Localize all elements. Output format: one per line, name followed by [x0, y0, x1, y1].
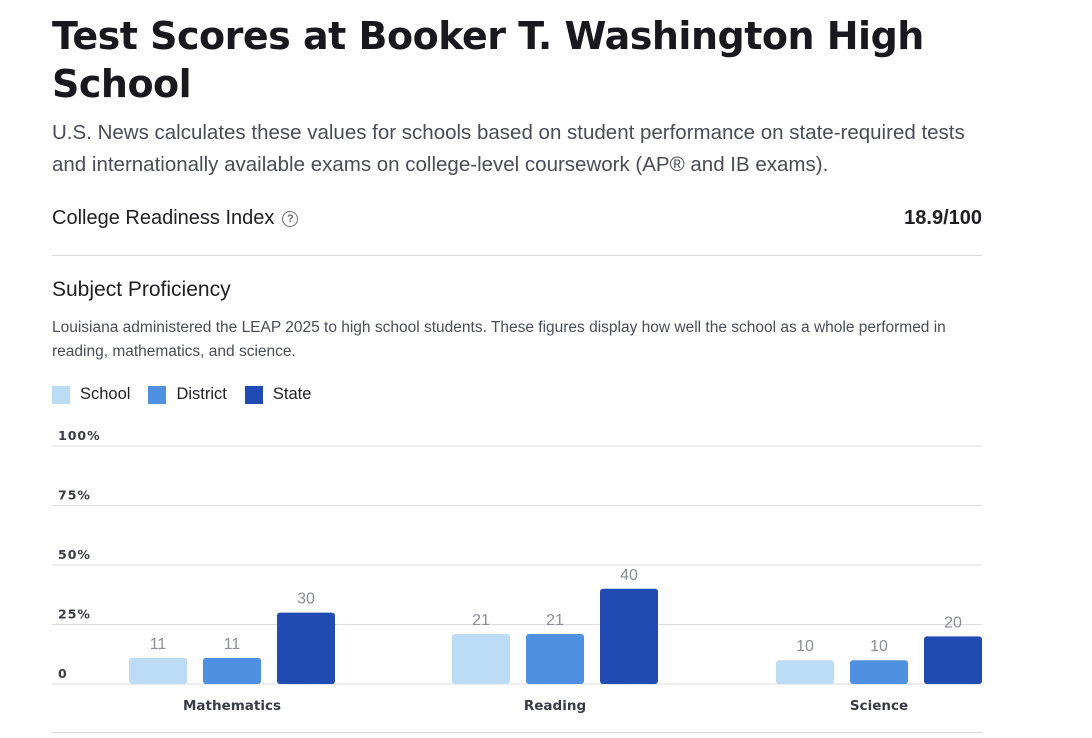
college-readiness-row: College Readiness Index? 18.9/100 [52, 205, 982, 256]
bar-school-science [776, 660, 834, 684]
bar-value-label: 10 [870, 638, 888, 655]
subject-proficiency-chart: 0 25% 50% 75% 100% 11 11 30 Mathematics 21 21 40 Rea… [52, 428, 982, 714]
y-tick-label: 75% [58, 488, 91, 503]
y-tick-label: 25% [58, 607, 91, 622]
legend-item-district: District [148, 385, 227, 404]
y-tick-label: 100% [58, 428, 101, 443]
bar-value-label: 21 [472, 612, 490, 629]
legend-label-district: District [176, 385, 227, 403]
bar-value-label: 40 [620, 567, 638, 584]
legend-item-school: School [52, 385, 130, 404]
legend-swatch-school [52, 385, 70, 404]
legend-item-state: State [244, 385, 312, 404]
page-title: Test Scores at Booker T. Washington High… [52, 14, 924, 106]
bar-state-science [924, 636, 982, 684]
question-circle-icon[interactable]: ? [282, 211, 299, 227]
bar-value-label: 10 [796, 638, 814, 655]
bar-district-science [850, 660, 908, 684]
x-category-label: Reading [524, 698, 586, 714]
college-readiness-label: College Readiness Index? [52, 207, 299, 230]
chart-legend: School District State [52, 385, 311, 404]
section-divider [52, 732, 982, 733]
bar-district-reading [526, 634, 584, 684]
bar-value-label: 30 [297, 591, 315, 608]
bar-district-mathematics [203, 657, 261, 684]
x-category-label: Science [850, 698, 908, 714]
bar-state-reading [600, 588, 658, 684]
intro-text: U.S. News calculates these values for sc… [52, 121, 965, 176]
college-readiness-label-text: College Readiness Index [52, 207, 275, 229]
legend-swatch-district [148, 385, 167, 404]
bar-value-label: 20 [944, 614, 962, 631]
subject-proficiency-title: Subject Proficiency [52, 278, 231, 301]
subject-proficiency-description: Louisiana administered the LEAP 2025 to … [52, 319, 946, 360]
y-tick-label: 50% [58, 547, 91, 562]
college-readiness-value: 18.9/100 [904, 207, 982, 229]
bar-school-mathematics [129, 657, 187, 684]
legend-label-school: School [80, 385, 131, 403]
bar-value-label: 21 [546, 612, 564, 629]
legend-swatch-state [244, 385, 263, 404]
x-category-label: Mathematics [183, 698, 281, 714]
legend-label-state: State [272, 385, 312, 403]
bar-school-reading [452, 634, 510, 684]
y-tick-label: 0 [58, 666, 68, 681]
bar-value-label: 11 [224, 636, 241, 653]
bar-value-label: 11 [150, 636, 167, 653]
bar-state-mathematics [277, 612, 335, 684]
